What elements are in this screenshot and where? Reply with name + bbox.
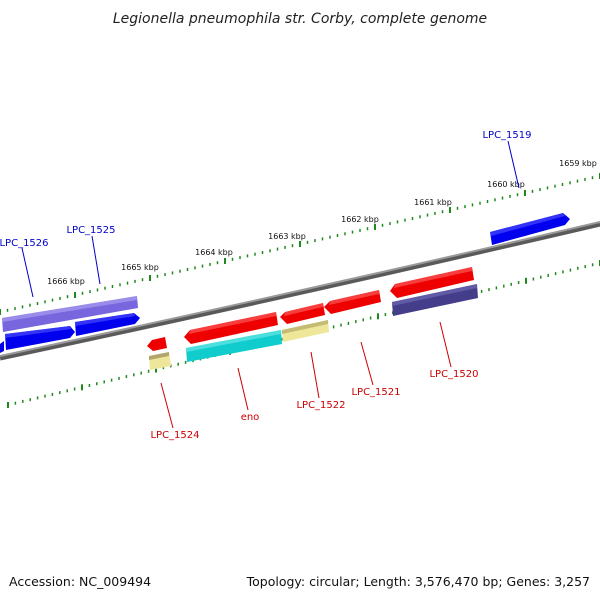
genome-backbone [0, 221, 600, 361]
gene-lpc-1520[interactable] [390, 267, 474, 298]
kbp-label: 1665 kbp [121, 263, 159, 272]
gene-label-lpc-1525: LPC_1525 [66, 225, 115, 236]
gene-yellow-1522[interactable] [282, 320, 329, 342]
kbp-label: 1662 kbp [341, 215, 379, 224]
gene-label-eno: eno [241, 412, 260, 423]
kbp-label: 1664 kbp [195, 248, 233, 257]
gene-label-lpc-1526: LPC_1526 [0, 238, 49, 249]
gene-cyan[interactable] [186, 330, 282, 362]
gene-navy[interactable] [392, 284, 478, 316]
gene-lpc-1525[interactable] [75, 313, 140, 336]
gene-lpc-1526[interactable] [0, 326, 75, 353]
gene-label-lpc-1522: LPC_1522 [296, 400, 345, 411]
gene-label-lpc-1521: LPC_1521 [351, 387, 400, 398]
kbp-label: 1663 kbp [268, 232, 306, 241]
gene-label-lpc-1519: LPC_1519 [482, 130, 531, 141]
gene-lpc-1524[interactable] [147, 337, 167, 351]
gene-label-lpc-1524: LPC_1524 [150, 430, 199, 441]
kbp-labels: 1659 kbp 1660 kbp 1661 kbp 1662 kbp 1663… [47, 159, 597, 286]
genome-summary-text: Topology: circular; Length: 3,576,470 bp… [246, 574, 590, 589]
forward-genes [0, 213, 570, 353]
map-title: Legionella pneumophila str. Corby, compl… [113, 11, 487, 27]
kbp-label: 1659 kbp [559, 159, 597, 168]
gene-label-lpc-1520: LPC_1520 [429, 369, 478, 380]
kbp-label: 1661 kbp [414, 198, 452, 207]
kbp-label: 1666 kbp [47, 277, 85, 286]
gene-lpc-1519[interactable] [490, 213, 570, 245]
ruler-upper [0, 173, 600, 315]
gene-labels: LPC_1519 LPC_1525 LPC_1526 LPC_1520 LPC_… [0, 130, 532, 441]
gene-eno[interactable] [184, 312, 278, 344]
reverse-genes [147, 267, 478, 370]
label-leaders [21, 140, 520, 429]
gene-yellow-1524[interactable] [149, 352, 171, 370]
accession-text: Accession: NC_009494 [9, 574, 151, 589]
gene-lpc-1521[interactable] [324, 290, 381, 314]
kbp-label: 1660 kbp [487, 180, 525, 189]
gene-violet[interactable] [2, 296, 138, 332]
gene-lpc-1522[interactable] [280, 303, 325, 324]
